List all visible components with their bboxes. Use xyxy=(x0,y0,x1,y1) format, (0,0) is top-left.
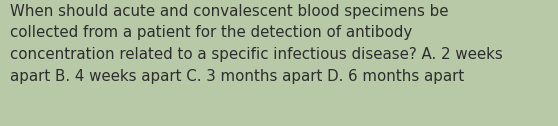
Text: When should acute and convalescent blood specimens be
collected from a patient f: When should acute and convalescent blood… xyxy=(10,4,503,84)
